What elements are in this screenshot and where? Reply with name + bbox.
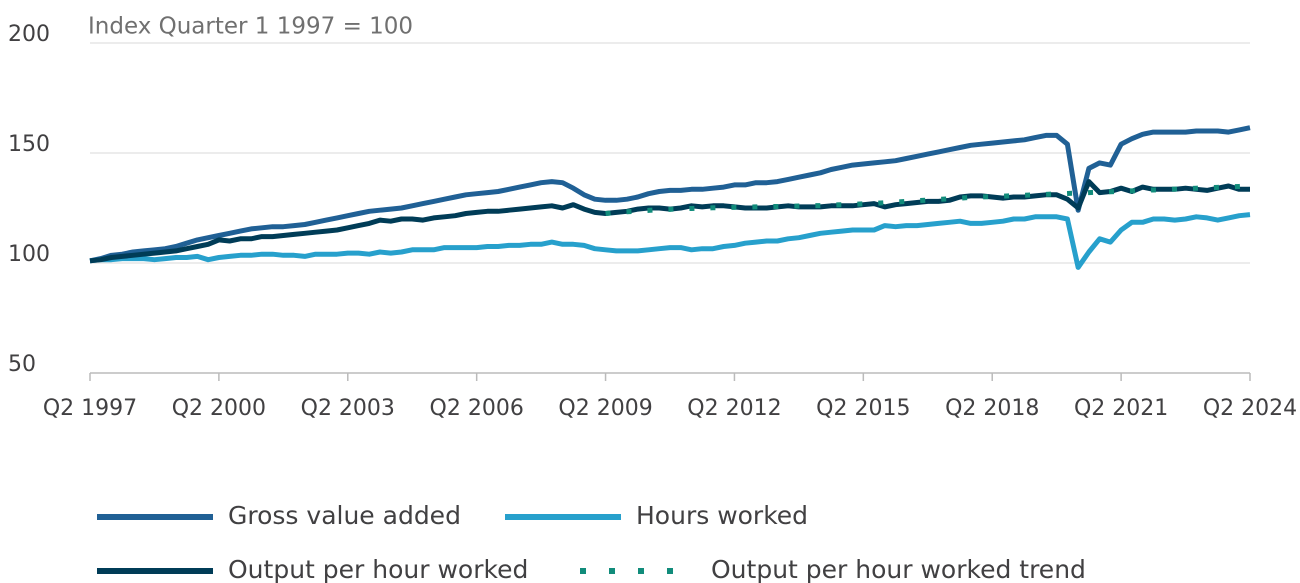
series-line	[89, 212, 1251, 270]
series-line	[605, 183, 1251, 216]
x-tick-label: Q2 2012	[687, 396, 781, 421]
x-tick-label: Q2 2024	[1203, 396, 1297, 421]
legend-label: Output per hour worked trend	[711, 555, 1086, 583]
axis-title: Index Quarter 1 1997 = 100	[88, 14, 413, 40]
x-tick-label: Q2 2021	[1074, 396, 1168, 421]
y-tick-label: 50	[8, 352, 36, 377]
legend-label: Gross value added	[228, 501, 461, 530]
x-tick-label: Q2 1997	[43, 396, 137, 421]
x-tick-label: Q2 2009	[558, 396, 652, 421]
x-tick-label: Q2 2018	[945, 396, 1039, 421]
x-tick-label: Q2 2003	[301, 396, 395, 421]
legend-label: Output per hour worked	[228, 555, 528, 583]
x-tick-label: Q2 2000	[172, 396, 266, 421]
y-tick-label: 150	[8, 132, 50, 157]
y-tick-label: 200	[8, 22, 50, 47]
x-tick-label: Q2 2015	[816, 396, 910, 421]
x-tick-label: Q2 2006	[430, 396, 524, 421]
y-tick-label: 100	[8, 242, 50, 267]
legend-label: Hours worked	[636, 501, 808, 530]
series-line	[89, 125, 1251, 264]
